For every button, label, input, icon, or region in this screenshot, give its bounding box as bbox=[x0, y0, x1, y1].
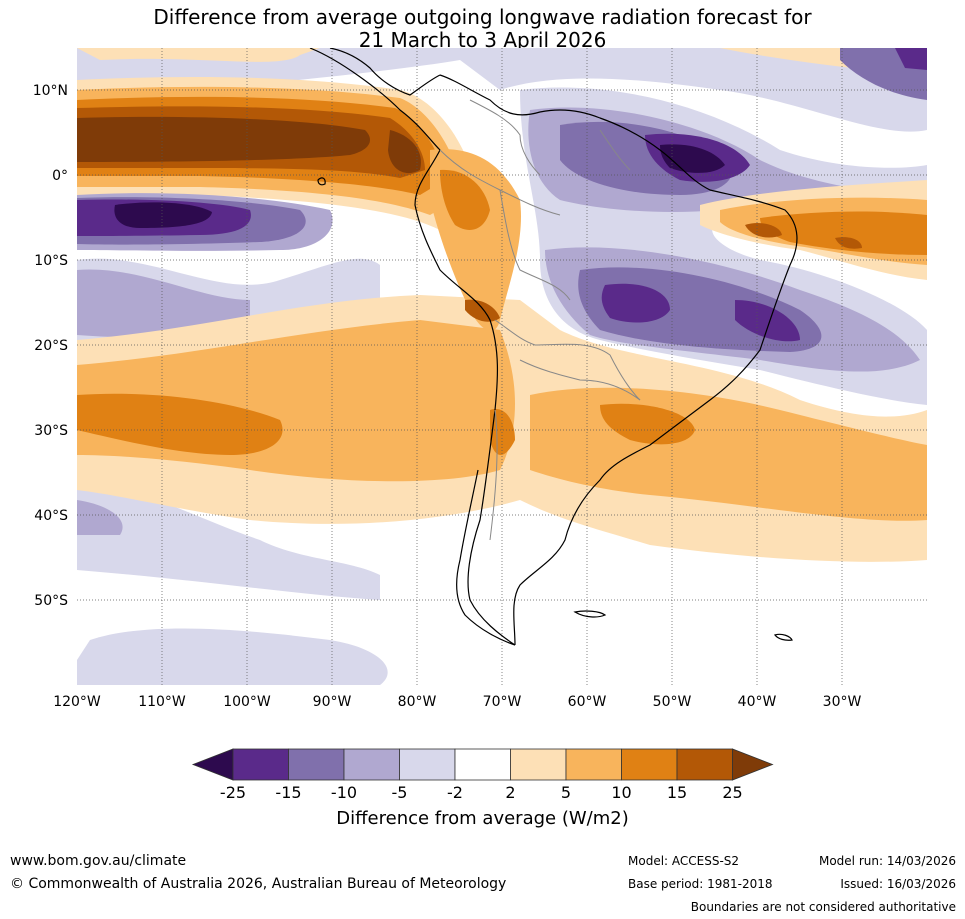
graticule bbox=[77, 48, 927, 685]
base-period: Base period: 1981-2018 bbox=[628, 877, 773, 891]
colorbar-extend-low bbox=[191, 748, 234, 781]
lon-label-30w: 30°W bbox=[823, 694, 862, 710]
colorbar-tick-label: 15 bbox=[666, 783, 688, 802]
colorbar-tick-label: 10 bbox=[611, 783, 632, 802]
colorbar bbox=[191, 748, 774, 781]
lon-label-70w: 70°W bbox=[483, 694, 522, 710]
issued-date: Issued: 16/03/2026 bbox=[840, 877, 956, 891]
colorbar-segment bbox=[565, 748, 622, 781]
colorbar-extend-high bbox=[732, 748, 774, 781]
colorbar-segment bbox=[510, 748, 567, 781]
lon-label-40w: 40°W bbox=[738, 694, 777, 710]
map-title-line1: Difference from average outgoing longwav… bbox=[153, 5, 812, 29]
colorbar-segment bbox=[232, 748, 289, 781]
lat-label-20s: 20°S bbox=[34, 338, 68, 354]
lon-label-80w: 80°W bbox=[398, 694, 437, 710]
lat-label-30s: 30°S bbox=[34, 423, 68, 439]
colorbar-tick-label: -5 bbox=[391, 783, 408, 802]
lat-label-40s: 40°S bbox=[34, 508, 68, 524]
map-title-line2: 21 March to 3 April 2026 bbox=[358, 28, 607, 52]
lon-label-60w: 60°W bbox=[568, 694, 607, 710]
country-borders bbox=[439, 99, 641, 541]
colorbar-tick-label: -25 bbox=[219, 783, 247, 802]
colorbar-tick-label: -2 bbox=[447, 783, 463, 802]
model-run-date: Model run: 14/03/2026 bbox=[818, 854, 956, 868]
lat-label-10n: 10°N bbox=[33, 83, 68, 99]
colorbar-segment bbox=[676, 748, 733, 781]
website-link[interactable]: www.bom.gov.au/climate bbox=[10, 853, 187, 869]
boundary-disclaimer: Boundaries are not considered authoritat… bbox=[690, 900, 956, 914]
lat-label-10s: 10°S bbox=[34, 253, 68, 269]
colorbar-tick-label: 5 bbox=[560, 783, 572, 802]
lat-label-50s: 50°S bbox=[34, 593, 68, 609]
colorbar-segment bbox=[399, 748, 456, 781]
lon-label-90w: 90°W bbox=[313, 694, 352, 710]
lat-label-0: 0° bbox=[52, 168, 68, 184]
colorbar-tick-label: 2 bbox=[505, 783, 516, 802]
latitude-labels: 10°N 0° 10°S 20°S 30°S 40°S 50°S bbox=[33, 83, 68, 609]
copyright-text: © Commonwealth of Australia 2026, Austra… bbox=[10, 876, 507, 892]
colorbar-tick-label: -10 bbox=[330, 783, 358, 802]
anomaly-fields bbox=[77, 48, 927, 685]
lon-label-120w: 120°W bbox=[53, 694, 101, 710]
lon-label-100w: 100°W bbox=[223, 694, 271, 710]
lon-label-50w: 50°W bbox=[653, 694, 692, 710]
longitude-labels: 120°W 110°W 100°W 90°W 80°W 70°W 60°W 50… bbox=[53, 694, 861, 710]
lon-label-110w: 110°W bbox=[138, 694, 186, 710]
colorbar-segment bbox=[343, 748, 400, 781]
colorbar-segment bbox=[454, 748, 511, 781]
colorbar-label: Difference from average (W/m2) bbox=[336, 808, 629, 829]
colorbar-segment bbox=[621, 748, 678, 781]
colorbar-segment bbox=[288, 748, 345, 781]
colorbar-tick-label: 25 bbox=[722, 783, 743, 802]
model-name: Model: ACCESS-S2 bbox=[628, 854, 740, 868]
colorbar-tick-label: -15 bbox=[275, 783, 302, 802]
